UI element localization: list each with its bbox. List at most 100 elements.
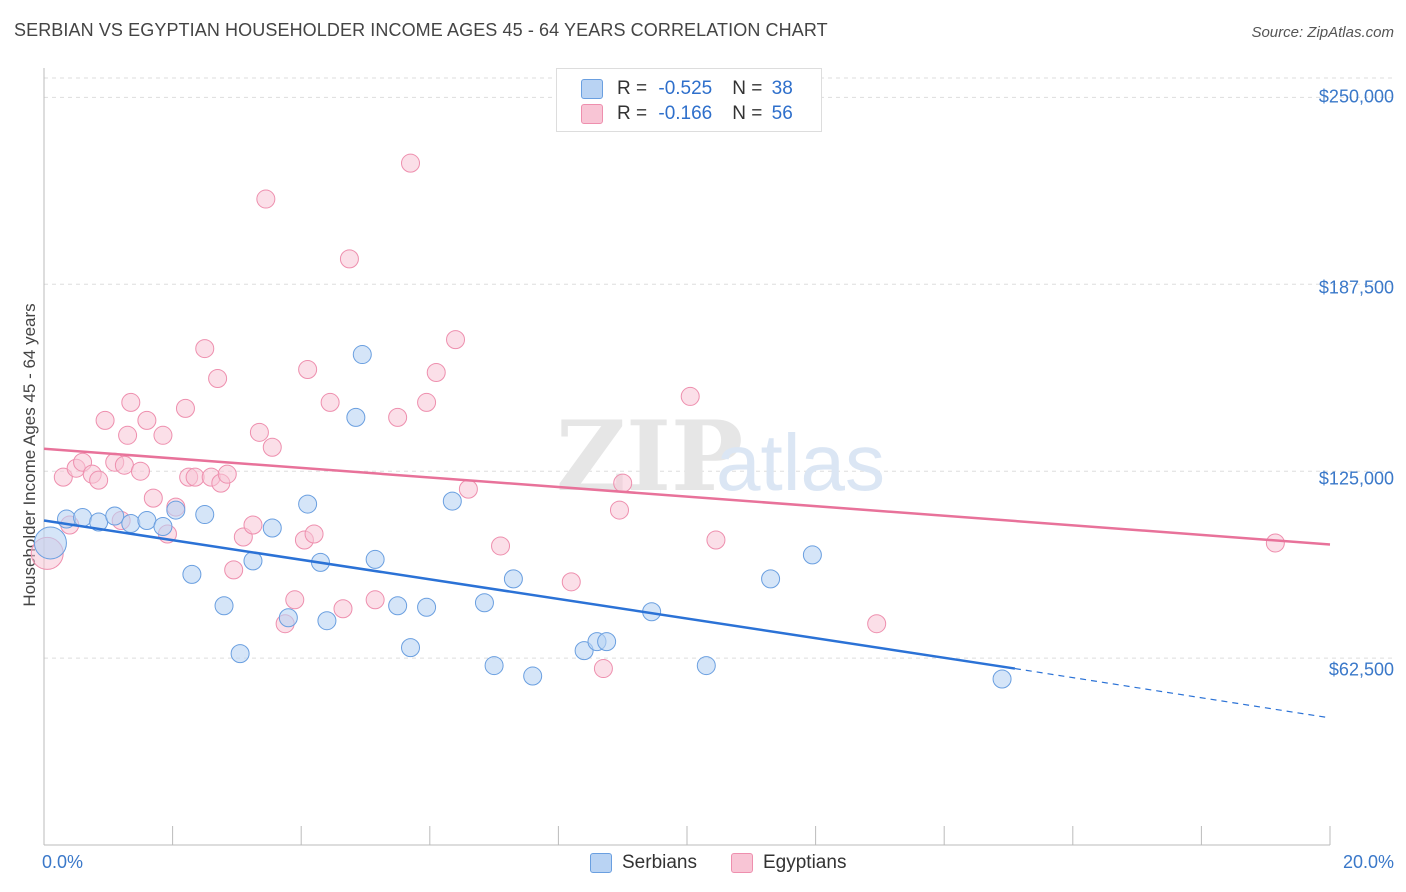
legend-item-egyptians[interactable]: Egyptians <box>731 852 846 874</box>
egyptians-point <box>262 437 282 457</box>
serbians-point <box>992 669 1012 689</box>
y-tick-label: $125,000 <box>1318 468 1394 489</box>
source-label[interactable]: Source: ZipAtlas.com <box>1251 24 1394 41</box>
serbians-point <box>597 632 617 652</box>
serbians-point <box>523 666 543 686</box>
egyptians-point <box>561 572 581 592</box>
legend-item-serbians[interactable]: Serbians <box>590 852 697 874</box>
legend-row-serbians: R = -0.525 N = 38 <box>581 77 793 101</box>
egyptians-point <box>243 515 263 535</box>
serbians-point <box>352 345 372 365</box>
egyptians-point <box>491 536 511 556</box>
serbians-point <box>317 611 337 631</box>
egyptians-point <box>256 189 276 209</box>
egyptians-trend-line <box>43 447 1331 546</box>
serbians-point <box>484 656 504 676</box>
grid-lines <box>44 77 1395 659</box>
egyptians-point <box>298 360 318 380</box>
egyptians-point <box>613 473 633 493</box>
egyptians-point <box>867 614 887 634</box>
egyptians-point <box>95 410 115 430</box>
serbians-n-label: N = <box>732 78 768 99</box>
egyptians-point <box>143 488 163 508</box>
serbians-point <box>696 656 716 676</box>
trend-lines <box>43 447 1331 719</box>
x-tick-label-min: 0.0% <box>42 852 84 872</box>
serbians-point <box>121 514 141 534</box>
egyptians-point <box>208 368 228 388</box>
egyptians-point <box>130 461 150 481</box>
egyptians-point <box>458 479 478 499</box>
chart-title: SERBIAN VS EGYPTIAN HOUSEHOLDER INCOME A… <box>14 20 828 40</box>
egyptians-legend-swatch <box>731 853 753 873</box>
egyptians-point <box>320 392 340 412</box>
serbians-point <box>278 608 298 628</box>
y-tick-label: $250,000 <box>1318 86 1394 107</box>
y-tick-label: $62,500 <box>1328 659 1394 680</box>
egyptians-point <box>285 590 305 610</box>
serbians-point <box>214 596 234 616</box>
watermark: ZIP atlas <box>556 400 885 513</box>
serbians-legend-swatch <box>590 853 612 873</box>
serbians-swatch <box>581 79 603 99</box>
serbians-point <box>298 494 318 514</box>
serbians-point <box>137 511 157 531</box>
serbians-point <box>166 500 186 520</box>
egyptians-n-label: N = <box>732 103 768 124</box>
legend-row-egyptians: R = -0.166 N = 56 <box>581 102 793 126</box>
serbians-point <box>761 569 781 589</box>
egyptians-point <box>401 153 421 173</box>
egyptians-point <box>217 464 237 484</box>
serbians-point <box>802 545 822 565</box>
correlation-legend: R = -0.525 N = 38 R = -0.166 N = 56 <box>556 68 822 132</box>
serbians-legend-label: Serbians <box>622 852 697 873</box>
serbians-point <box>262 518 282 538</box>
egyptians-point <box>195 339 215 359</box>
serbians-point <box>346 407 366 427</box>
egyptians-point <box>680 386 700 406</box>
serbians-trend-extension <box>1014 667 1331 719</box>
egyptians-point <box>249 422 269 442</box>
egyptians-point <box>388 407 408 427</box>
serbians-point <box>153 517 173 537</box>
serbians-point <box>73 508 93 528</box>
serbians-point <box>230 644 250 664</box>
egyptians-point <box>121 392 141 412</box>
egyptians-point <box>365 590 385 610</box>
egyptians-point <box>339 249 359 269</box>
egyptians-point <box>706 530 726 550</box>
x-tick-label-max: 20.0% <box>1342 852 1394 872</box>
egyptians-r-value: -0.166 <box>658 103 713 124</box>
watermark-atlas: atlas <box>716 418 885 507</box>
egyptians-point <box>417 392 437 412</box>
y-tick-label: $187,500 <box>1318 277 1394 298</box>
serbians-trend-line <box>43 519 1016 670</box>
egyptians-legend-label: Egyptians <box>763 852 847 873</box>
egyptians-point <box>446 330 466 350</box>
egyptians-point <box>89 470 109 490</box>
egyptians-n-value: 56 <box>771 103 793 124</box>
serbians-points <box>33 345 1012 689</box>
egyptians-point <box>609 500 629 520</box>
serbians-point <box>105 506 125 526</box>
serbians-point <box>195 505 215 525</box>
egyptians-point <box>185 467 205 487</box>
serbians-point <box>442 491 462 511</box>
egyptians-point <box>114 455 134 475</box>
egyptians-swatch <box>581 104 603 124</box>
serbians-point <box>388 596 408 616</box>
egyptians-point <box>304 524 324 544</box>
serbians-point <box>417 597 437 617</box>
serbians-point <box>365 549 385 569</box>
egyptians-point <box>137 410 157 430</box>
egyptians-point <box>224 560 244 580</box>
serbians-point <box>33 526 67 560</box>
series-legend: Serbians Egyptians <box>590 852 880 874</box>
serbians-point <box>503 569 523 589</box>
serbians-point <box>474 593 494 613</box>
axes <box>43 68 1331 846</box>
egyptians-point <box>175 398 195 418</box>
serbians-point <box>401 638 421 658</box>
egyptians-point <box>118 425 138 445</box>
egyptians-point <box>333 599 353 619</box>
